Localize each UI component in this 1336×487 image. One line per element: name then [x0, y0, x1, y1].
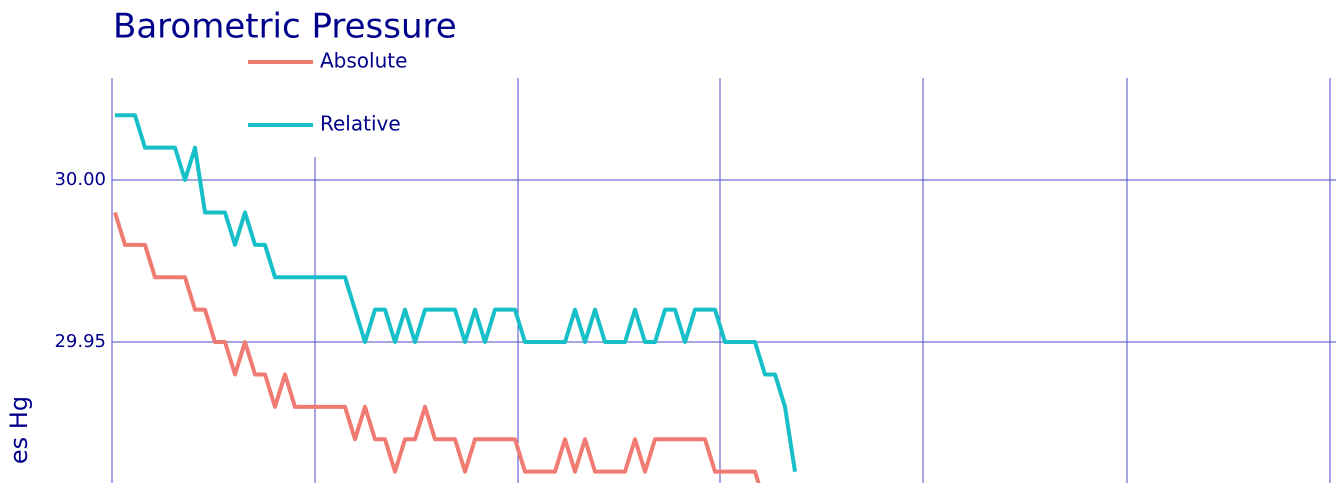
y-axis-label: es Hg — [5, 396, 33, 464]
legend-label: Relative — [320, 112, 401, 136]
series-line — [113, 211, 761, 483]
y-tick-label: 29.95 — [54, 331, 106, 352]
x-grid — [111, 78, 1331, 483]
legend-label: Absolute — [320, 49, 407, 73]
chart-title: Barometric Pressure — [113, 7, 457, 47]
plot-area — [113, 113, 797, 483]
y-tick-label: 30.00 — [54, 169, 106, 190]
series-line — [115, 113, 797, 472]
